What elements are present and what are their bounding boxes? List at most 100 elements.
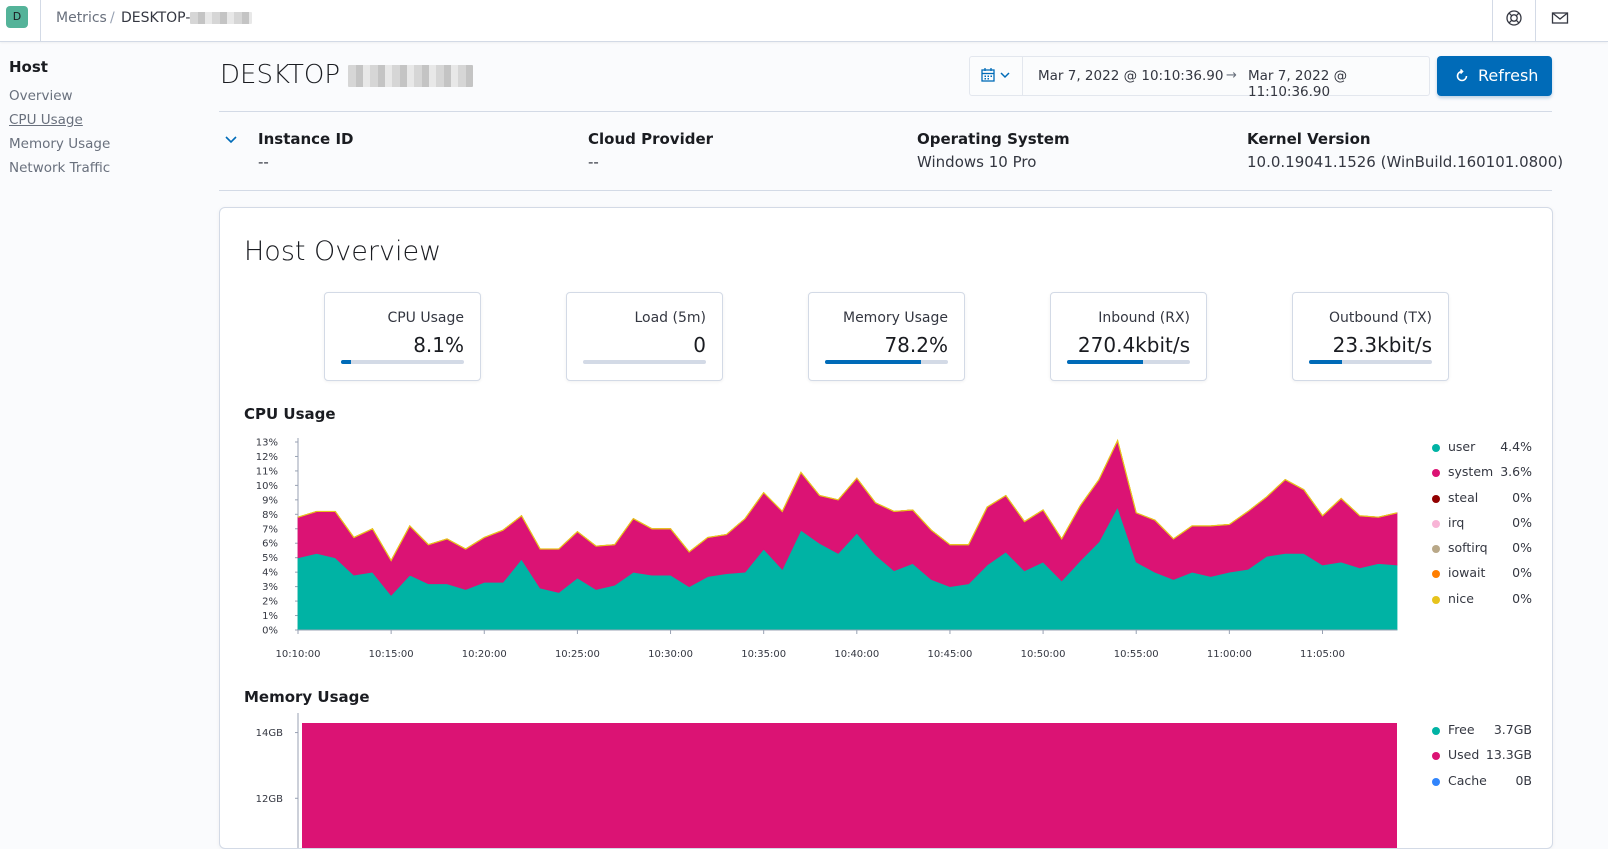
x-tick-label: 10:10:00 xyxy=(276,649,321,660)
y-tick-label: 14GB xyxy=(256,728,283,739)
sidebar-item-cpu-usage[interactable]: CPU Usage xyxy=(9,112,83,128)
legend-label: softirq xyxy=(1448,540,1488,556)
legend-swatch xyxy=(1432,494,1440,503)
refresh-button[interactable]: Refresh xyxy=(1437,56,1552,96)
end-date[interactable]: Mar 7, 2022 @ 11:10:36.90 xyxy=(1248,68,1348,100)
metadata-value: 10.0.19041.1526 (WinBuild.160101.0800) xyxy=(1247,153,1564,171)
kpi-label: Load (5m) xyxy=(634,310,706,326)
mail-icon[interactable] xyxy=(1551,9,1569,27)
legend-swatch xyxy=(1432,444,1440,452)
metadata-label: Kernel Version xyxy=(1247,130,1371,148)
host-overview-panel: Host Overview CPU Usage 8.1% Load (5m) 0… xyxy=(219,207,1553,849)
kpi-cpu-usage: CPU Usage 8.1% xyxy=(324,292,481,381)
cpu-usage-chart[interactable]: 0% 1% 2% 3% 4% 5% 6% 7% 8% 9% 10% 11% 12% 13% 10:10:00… xyxy=(220,430,1420,665)
page-title-text: DESKTOP xyxy=(220,60,341,90)
area-series-used xyxy=(302,723,1397,848)
legend-value: 0% xyxy=(1512,540,1532,556)
kpi-progress xyxy=(583,360,706,364)
sidebar-item-network-traffic[interactable]: Network Traffic xyxy=(9,160,111,176)
sidebar-item-memory-usage[interactable]: Memory Usage xyxy=(9,136,111,152)
sidebar: Host Overview CPU Usage Memory Usage Net… xyxy=(9,58,189,184)
start-date[interactable]: Mar 7, 2022 @ 10:10:36.90 xyxy=(1038,68,1224,84)
divider xyxy=(1492,0,1493,41)
cpu-chart-legend: user 4.4% system 3.6% steal 0% irq 0% softirq 0% i… xyxy=(1432,439,1532,616)
divider xyxy=(1535,0,1536,41)
kpi-progress xyxy=(1309,360,1432,364)
y-tick-label: 12GB xyxy=(256,794,283,805)
page-title: DESKTOP xyxy=(220,60,474,90)
y-tick-label: 4% xyxy=(262,568,278,579)
y-tick-label: 0% xyxy=(262,626,278,637)
divider xyxy=(219,111,1552,112)
kpi-load: Load (5m) 0 xyxy=(566,292,723,381)
legend-value: 0% xyxy=(1512,489,1532,505)
kpi-value: 0 xyxy=(693,333,706,357)
cpu-chart-title: CPU Usage xyxy=(244,405,336,423)
legend-value: 0% xyxy=(1512,514,1532,530)
legend-value: 4.4% xyxy=(1500,439,1532,454)
memory-chart-title: Memory Usage xyxy=(244,688,370,706)
kpi-progress xyxy=(341,360,464,364)
divider xyxy=(219,190,1552,191)
legend-value: 13.3GB xyxy=(1485,747,1532,763)
x-tick-label: 10:40:00 xyxy=(834,649,879,660)
legend-value: 0% xyxy=(1512,565,1532,581)
x-tick-label: 11:05:00 xyxy=(1300,649,1345,660)
legend-value: 3.7GB xyxy=(1493,722,1532,737)
metadata-kernel-version: Kernel Version 10.0.19041.1526 (WinBuild… xyxy=(1247,130,1563,171)
series-line-nice xyxy=(297,438,1398,562)
legend-label: Free xyxy=(1448,722,1475,737)
legend-item-user[interactable]: user 4.4% xyxy=(1432,439,1532,464)
legend-item-used[interactable]: Used 13.3GB xyxy=(1432,747,1532,772)
legend-item-irq[interactable]: irq 0% xyxy=(1432,515,1532,540)
kpi-progress-fill xyxy=(1067,360,1144,364)
breadcrumb-separator: / xyxy=(110,10,115,26)
legend-item-softirq[interactable]: softirq 0% xyxy=(1432,540,1532,565)
kpi-value: 270.4kbit/s xyxy=(1077,333,1190,357)
help-icon[interactable] xyxy=(1505,9,1523,27)
kpi-progress xyxy=(1067,360,1190,364)
kpi-label: Memory Usage xyxy=(842,310,948,326)
y-tick-label: 11% xyxy=(256,466,278,477)
legend-item-iowait[interactable]: iowait 0% xyxy=(1432,565,1532,590)
x-tick-label: 10:25:00 xyxy=(555,649,600,660)
top-bar: D Metrics / DESKTOP- xyxy=(0,0,1608,42)
legend-label: irq xyxy=(1448,514,1465,530)
chevron-down-icon[interactable] xyxy=(223,132,239,152)
x-tick-label: 10:35:00 xyxy=(741,649,786,660)
metadata-label: Instance ID xyxy=(258,130,354,148)
legend-swatch xyxy=(1432,469,1440,478)
legend-label: steal xyxy=(1448,489,1479,505)
legend-item-free[interactable]: Free 3.7GB xyxy=(1432,722,1532,747)
legend-label: Used xyxy=(1448,747,1480,763)
legend-swatch xyxy=(1432,519,1440,528)
memory-usage-chart[interactable]: 10GB12GB14GB16GB xyxy=(220,713,1420,848)
legend-swatch xyxy=(1432,752,1440,761)
metadata-cloud-provider: Cloud Provider -- xyxy=(588,130,713,171)
legend-swatch xyxy=(1432,595,1440,604)
legend-label: user xyxy=(1448,439,1476,454)
metadata-label: Operating System xyxy=(917,130,1070,148)
metadata-value: -- xyxy=(258,153,269,171)
space-avatar[interactable]: D xyxy=(6,6,28,28)
kpi-progress-fill xyxy=(825,360,922,364)
x-tick-label: 10:30:00 xyxy=(648,649,693,660)
metadata-operating-system: Operating System Windows 10 Pro xyxy=(917,130,1070,171)
legend-item-nice[interactable]: nice 0% xyxy=(1432,591,1532,616)
kpi-inbound: Inbound (RX) 270.4kbit/s xyxy=(1050,292,1207,381)
kpi-value: 78.2% xyxy=(884,333,948,357)
y-tick-label: 2% xyxy=(262,597,278,608)
x-tick-label: 10:55:00 xyxy=(1114,649,1159,660)
sidebar-item-overview[interactable]: Overview xyxy=(9,88,73,104)
kpi-label: Outbound (TX) xyxy=(1329,310,1432,326)
date-range-picker: Mar 7, 2022 @ 10:10:36.90 → Mar 7, 2022 … xyxy=(969,56,1430,100)
legend-item-system[interactable]: system 3.6% xyxy=(1432,464,1532,489)
quick-select-button[interactable] xyxy=(970,57,1023,95)
legend-item-cache[interactable]: Cache 0B xyxy=(1432,773,1532,798)
sidebar-title: Host xyxy=(9,58,48,76)
kpi-value: 23.3kbit/s xyxy=(1332,333,1432,357)
legend-item-steal[interactable]: steal 0% xyxy=(1432,490,1532,515)
legend-swatch xyxy=(1432,777,1440,786)
breadcrumb-metrics[interactable]: Metrics xyxy=(56,10,107,26)
kpi-outbound: Outbound (TX) 23.3kbit/s xyxy=(1292,292,1449,381)
